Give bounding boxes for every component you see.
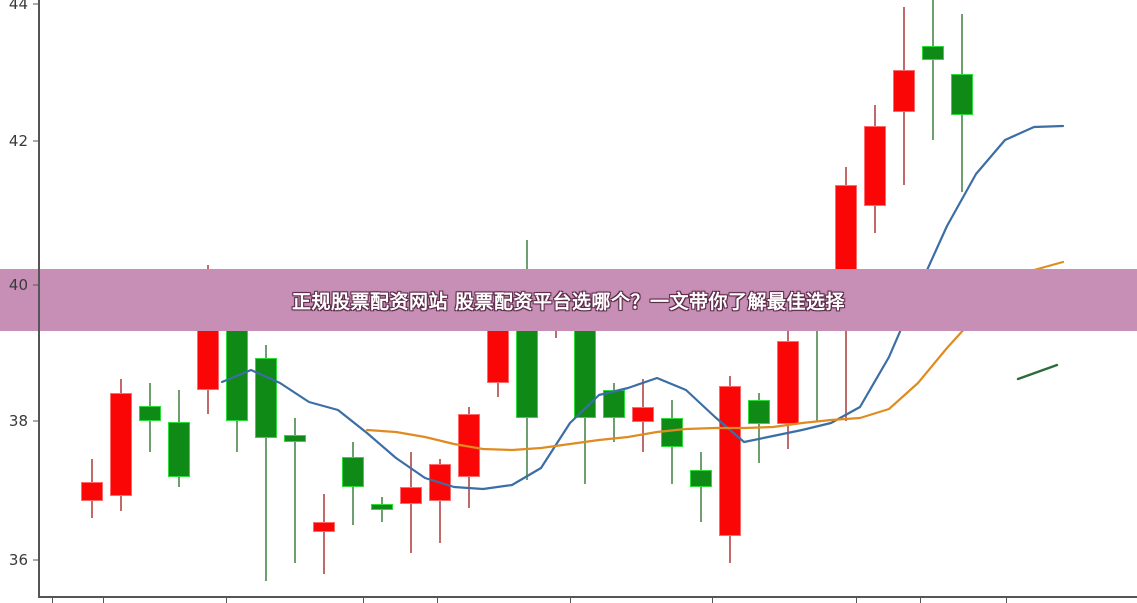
candle-body: [719, 386, 741, 536]
candle-body: [748, 400, 770, 425]
y-tick-label-38: 38: [8, 412, 28, 430]
x-axis-spine: [38, 596, 1137, 598]
candle-body: [284, 434, 306, 442]
candle-body: [400, 487, 422, 505]
x-tick-mark-0: [52, 597, 53, 603]
candle-2: [110, 0, 132, 601]
candle-body: [110, 393, 132, 497]
y-axis-spine: [38, 0, 40, 598]
candle-20: [632, 0, 654, 601]
y-tick-mark-42: [33, 140, 39, 142]
long-ma-line: [365, 260, 1065, 452]
candle-wick: [932, 0, 934, 140]
x-tick-mark-5: [570, 597, 571, 603]
candle-3: [139, 0, 161, 601]
candle-body: [603, 389, 625, 418]
y-tick-mark-38: [33, 420, 39, 422]
candle-30: [922, 0, 944, 601]
candle-body: [342, 457, 364, 487]
candle-body: [81, 482, 103, 501]
y-tick-mark-44: [33, 3, 39, 5]
y-tick-mark-36: [33, 559, 39, 561]
x-tick-mark-4: [437, 597, 438, 603]
candle-body: [139, 405, 161, 421]
candle-23: [719, 0, 741, 601]
candle-body: [371, 504, 393, 510]
x-tick-mark-9: [1006, 597, 1007, 603]
y-tick-label-42: 42: [8, 132, 28, 150]
y-tick-label-36: 36: [8, 551, 28, 569]
candle-wick: [816, 306, 818, 421]
banner-text: 正规股票配资网站 股票配资平台选哪个？一文带你了解最佳选择: [291, 290, 846, 313]
candle-body: [951, 73, 973, 116]
candle-body: [313, 521, 335, 533]
candle-body: [168, 422, 190, 477]
candle-22: [690, 0, 712, 601]
candle-28: [864, 0, 886, 601]
x-tick-mark-1: [103, 597, 104, 603]
x-tick-mark-7: [856, 597, 857, 603]
candle-4: [168, 0, 190, 601]
candle-9: [313, 0, 335, 601]
x-tick-mark-6: [712, 597, 713, 603]
y-tick-label-40: 40: [8, 276, 28, 294]
candle-wick: [323, 493, 325, 574]
candle-12: [400, 0, 422, 601]
candle-wick: [439, 459, 441, 543]
y-tick-label-44: 44: [8, 0, 28, 13]
candle-19: [603, 0, 625, 601]
candle-body: [922, 45, 944, 60]
candle-11: [371, 0, 393, 601]
banner-overlay: 正规股票配资网站 股票配资平台选哪个？一文带你了解最佳选择: [0, 269, 1137, 331]
signal-segment-line: [1016, 363, 1059, 381]
candle-body: [893, 70, 915, 112]
candle-1: [81, 0, 103, 601]
x-tick-mark-2: [226, 597, 227, 603]
candle-wick: [265, 344, 267, 581]
candle-wick: [294, 417, 296, 564]
candle-29: [893, 0, 915, 601]
candle-body: [690, 469, 712, 488]
candle-10: [342, 0, 364, 601]
x-tick-mark-3: [363, 597, 364, 603]
candle-8: [284, 0, 306, 601]
x-tick-mark-8: [920, 597, 921, 603]
candle-body: [632, 407, 654, 423]
candle-wick: [700, 452, 702, 522]
y-tick-mark-40: [33, 284, 39, 286]
candle-body: [864, 125, 886, 206]
candle-31: [951, 0, 973, 601]
